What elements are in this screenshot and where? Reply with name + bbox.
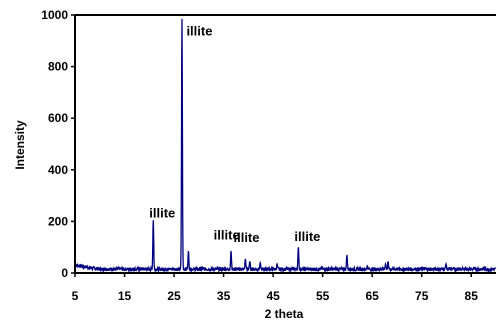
x-tick-label: 5 xyxy=(72,289,79,303)
peak-annotation: illite xyxy=(149,206,175,221)
x-tick-label: 75 xyxy=(415,289,429,303)
axes: 0 200 400 600 800 1000 5 15 25 35 45 55 65 75 85 xyxy=(41,8,496,303)
peak-annotation: illite xyxy=(214,227,240,242)
peak-annotation: illite xyxy=(233,230,259,245)
y-tick-label: 400 xyxy=(48,163,68,177)
y-axis-title: Intensity xyxy=(13,120,27,170)
x-tick-label: 45 xyxy=(266,289,280,303)
x-tick-label: 25 xyxy=(167,289,181,303)
plot-area xyxy=(74,18,497,274)
x-tick-label: 55 xyxy=(316,289,330,303)
y-tick-label: 800 xyxy=(48,60,68,74)
y-tick-label: 200 xyxy=(48,214,68,228)
peak-annotation: illite xyxy=(294,229,320,244)
peak-annotation: illite xyxy=(186,24,212,39)
x-tick-label: 65 xyxy=(365,289,379,303)
x-axis-title: 2 theta xyxy=(265,307,304,321)
series-line xyxy=(74,18,497,274)
y-tick-label: 0 xyxy=(61,266,68,280)
y-tick-label: 600 xyxy=(48,111,68,125)
x-tick-label: 85 xyxy=(465,289,479,303)
x-tick-label: 15 xyxy=(118,289,132,303)
x-tick-label: 35 xyxy=(217,289,231,303)
y-tick-label: 1000 xyxy=(41,8,68,22)
